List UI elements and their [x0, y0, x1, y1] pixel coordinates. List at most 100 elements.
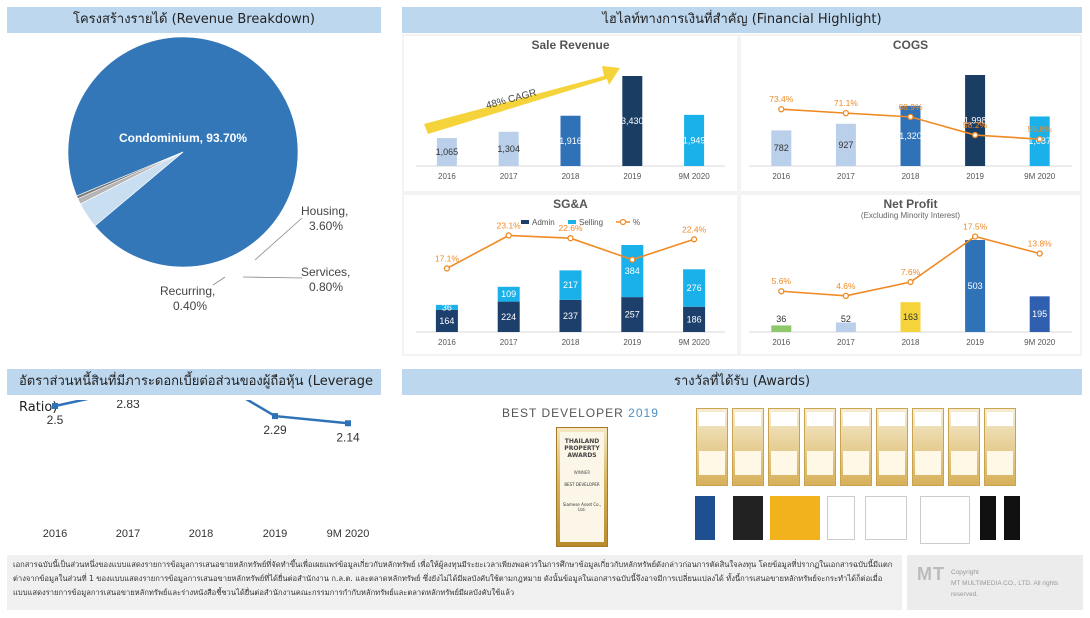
mt-logo: MT [917, 564, 945, 584]
percent-label: 4.6% [836, 281, 856, 291]
services-leader-line [242, 276, 303, 279]
bar [436, 138, 457, 166]
x-tick-label: 2018 [902, 172, 920, 181]
award-logo [865, 496, 907, 540]
bar-value-label: 217 [563, 280, 578, 290]
bar-value-label: 195 [1032, 309, 1047, 319]
net-profit-title: Net Profit [883, 197, 938, 211]
best-developer-label: BEST DEVELOPER [502, 406, 624, 420]
bar-value-label: 1,949 [683, 135, 706, 145]
bar [622, 76, 643, 166]
x-tick-label: 2017 [837, 172, 855, 181]
housing-leader-line [254, 217, 303, 261]
award-plaque [948, 408, 980, 486]
x-tick-label: 2019 [966, 172, 984, 181]
percent-point [842, 292, 850, 299]
percent-label: 7.6% [901, 267, 921, 277]
x-tick-label: 2018 [902, 338, 920, 347]
legend-selling-label: Selling [579, 218, 603, 227]
pie-label-services-name: Services, [301, 265, 350, 279]
x-tick-label: 2017 [116, 528, 140, 540]
leverage-value-label: 2.5 [47, 413, 64, 427]
award-logo [695, 496, 715, 540]
bar-value-label: 3,430 [621, 116, 644, 126]
bar [684, 114, 705, 166]
x-tick-label: 9M 2020 [679, 172, 711, 181]
bar-value-label: 237 [563, 311, 578, 321]
bar-value-label: 927 [838, 140, 853, 150]
bar-admin [435, 309, 458, 332]
cagr-arrow [424, 66, 620, 134]
percent-point [907, 278, 914, 286]
net-profit-chart: Net Profit (Excluding Minority Interest)… [741, 195, 1080, 354]
bar-value-label: 52 [841, 314, 851, 324]
percent-point [778, 288, 785, 295]
award-logo [920, 496, 970, 544]
leverage-value-label: 2.14 [336, 430, 360, 444]
percent-label: 13.8% [1028, 239, 1053, 249]
x-tick-label: 9M 2020 [327, 528, 370, 540]
percent-point [971, 131, 979, 139]
award-plaque [984, 408, 1016, 486]
legend-admin-swatch [521, 220, 529, 224]
x-tick-label: 2019 [623, 338, 641, 347]
x-tick-label: 2018 [562, 338, 580, 347]
percent-label: 68.9% [898, 102, 923, 112]
pie-label-housing-name: Housing, [301, 204, 348, 218]
bar-value-label: 257 [625, 310, 640, 320]
x-tick-label: 2016 [772, 172, 790, 181]
copyright-line-3: reserved. [951, 591, 979, 598]
bar [835, 322, 856, 332]
award-plaque [732, 408, 764, 486]
bar-selling [683, 269, 706, 307]
pie-label-recurring-name: Recurring, [160, 284, 215, 298]
award-plaque [696, 408, 728, 486]
net-profit-subtitle: (Excluding Minority Interest) [860, 211, 961, 220]
bar-admin [621, 297, 644, 332]
bar [900, 105, 921, 166]
award-logo [980, 496, 996, 540]
disclaimer-text: เอกสารฉบับนี้เป็นส่วนหนึ่งของแบบแสดงรายก… [7, 555, 902, 610]
percent-label: 23.1% [497, 220, 522, 230]
x-tick-label: 9M 2020 [1024, 172, 1056, 181]
copyright-line-2: MT MULTIMEDIA CO., LTD. All rights [951, 580, 1059, 587]
percent-label: 71.1% [834, 98, 859, 108]
sga-title: SG&A [553, 197, 588, 211]
plaque-winner: WINNER [573, 470, 591, 475]
bar-value-label: 276 [687, 283, 702, 293]
financial-highlight-header: ไฮไลท์ทางการเงินที่สำคัญ (Financial High… [402, 7, 1082, 33]
bar-selling [497, 286, 520, 302]
legend-selling-swatch [568, 220, 576, 224]
sale-revenue-chart: Sale Revenue 48% CAGR 2016 1,065 2017 1,304… [404, 36, 737, 191]
bar-value-label: 36 [442, 302, 452, 312]
recurring-leader-line [212, 276, 226, 286]
x-tick-label: 9M 2020 [679, 338, 711, 347]
best-developer-year: 2019 [628, 406, 659, 420]
x-tick-label: 2016 [438, 338, 456, 347]
x-tick-label: 2016 [772, 338, 790, 347]
award-logo [770, 496, 820, 540]
bar-value-label: 109 [501, 289, 516, 299]
x-tick-label: 2016 [43, 528, 67, 540]
bar-value-label: 384 [625, 266, 640, 276]
bar [835, 123, 856, 166]
bar-value-label: 1,916 [559, 136, 582, 146]
percent-point [629, 256, 636, 263]
bar-value-label: 782 [774, 143, 789, 153]
plaque-category: BEST DEVELOPER [564, 482, 600, 487]
bar-value-label: 163 [903, 312, 918, 322]
best-developer-plaque: THAILAND PROPERTY AWARDS WINNER BEST DEV… [556, 427, 608, 547]
bar-value-label: 1,320 [899, 131, 922, 141]
percent-point [567, 235, 574, 242]
award-plaque [768, 408, 800, 486]
pie-label-services-value: 0.80% [309, 280, 343, 294]
percent-label: 22.6% [558, 223, 583, 233]
bar-admin [683, 306, 706, 332]
sga-chart: SG&A Admin Selling % 2016 164 36 2017 224 109… [404, 195, 737, 354]
percent-label: 17.1% [435, 253, 460, 263]
award-plaque [840, 408, 872, 486]
percent-point [842, 109, 850, 117]
award-logo [827, 496, 855, 540]
sale-revenue-title: Sale Revenue [531, 38, 610, 52]
